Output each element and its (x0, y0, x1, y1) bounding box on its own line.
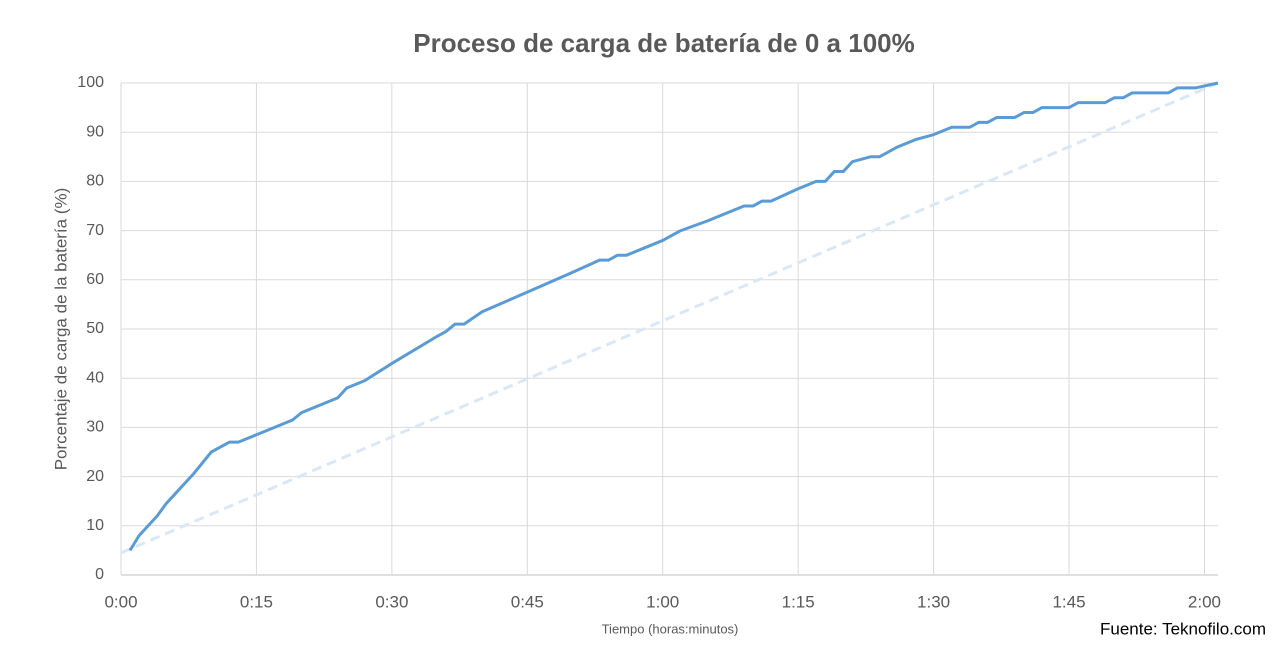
series-line (128, 81, 1219, 552)
x-tick-label: 0:30 (375, 592, 408, 611)
x-tick-label: 0:15 (240, 592, 273, 611)
y-tick-label: 0 (95, 566, 104, 583)
y-tick-label: 30 (86, 419, 104, 436)
y-tick-label: 100 (77, 74, 104, 91)
y-tick-label: 10 (86, 517, 104, 534)
source-note: Fuente: Teknofilo.com (1100, 619, 1266, 638)
x-tick-label: 0:00 (104, 592, 137, 611)
y-tick-label: 80 (86, 173, 104, 190)
series-line (120, 81, 1219, 555)
y-tick-label: 70 (86, 222, 104, 239)
y-tick-label: 20 (86, 468, 104, 485)
y-tick-label: 90 (86, 123, 104, 140)
x-axis-label: Tiempo (horas:minutos) (602, 621, 739, 636)
x-tick-label: 2:00 (1188, 592, 1221, 611)
x-tick-label: 1:30 (917, 592, 950, 611)
y-tick-label: 60 (86, 271, 104, 288)
y-tick-label: 50 (86, 320, 104, 337)
x-tick-label: 1:15 (782, 592, 815, 611)
chart-title: Proceso de carga de batería de 0 a 100% (413, 28, 914, 58)
x-tick-label: 1:00 (646, 592, 679, 611)
y-axis-label: Porcentaje de carga de la batería (%) (51, 188, 70, 471)
x-tick-label: 1:45 (1052, 592, 1085, 611)
y-tick-label: 40 (86, 369, 104, 386)
x-tick-label: 0:45 (511, 592, 544, 611)
